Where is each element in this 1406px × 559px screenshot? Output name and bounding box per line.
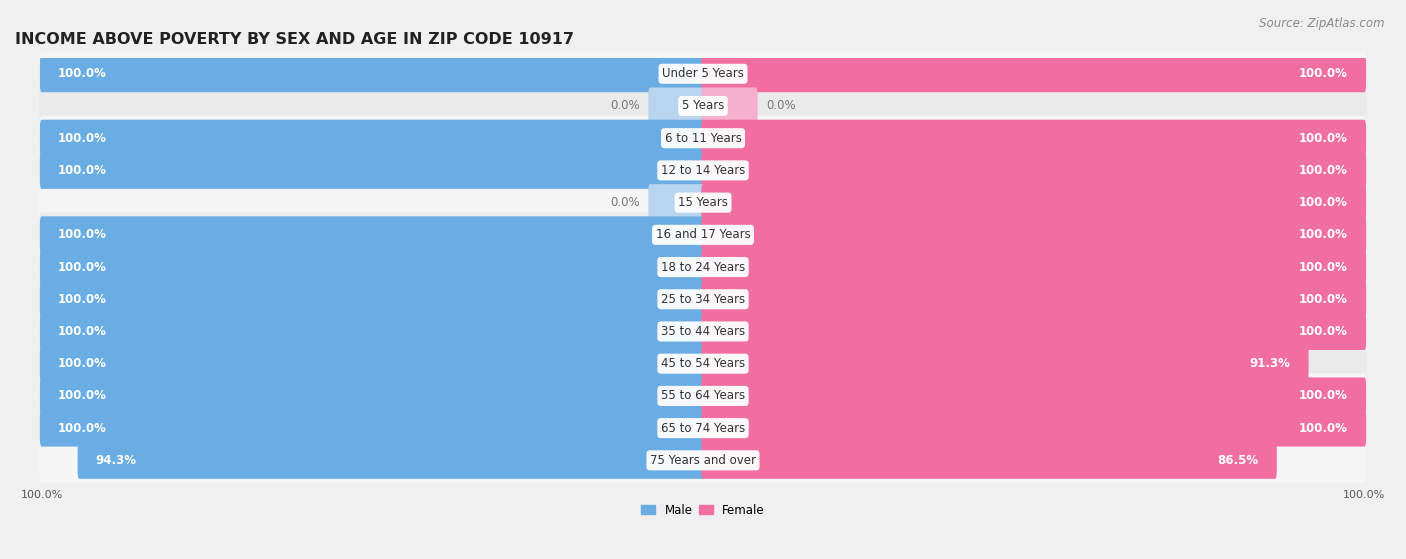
FancyBboxPatch shape xyxy=(39,180,1367,225)
FancyBboxPatch shape xyxy=(39,152,704,189)
Text: 100.0%: 100.0% xyxy=(1299,293,1348,306)
FancyBboxPatch shape xyxy=(39,377,704,414)
Text: 100.0%: 100.0% xyxy=(58,228,107,241)
FancyBboxPatch shape xyxy=(39,249,704,286)
Text: 15 Years: 15 Years xyxy=(678,196,728,209)
Text: 16 and 17 Years: 16 and 17 Years xyxy=(655,228,751,241)
FancyBboxPatch shape xyxy=(39,148,1367,193)
FancyBboxPatch shape xyxy=(39,438,1367,483)
Text: 100.0%: 100.0% xyxy=(1299,260,1348,273)
FancyBboxPatch shape xyxy=(39,410,704,447)
FancyBboxPatch shape xyxy=(39,373,1367,419)
FancyBboxPatch shape xyxy=(648,184,704,221)
FancyBboxPatch shape xyxy=(702,120,1367,157)
Text: 100.0%: 100.0% xyxy=(58,357,107,370)
Text: 94.3%: 94.3% xyxy=(96,454,136,467)
Text: 100.0%: 100.0% xyxy=(1299,196,1348,209)
Text: INCOME ABOVE POVERTY BY SEX AND AGE IN ZIP CODE 10917: INCOME ABOVE POVERTY BY SEX AND AGE IN Z… xyxy=(15,32,574,47)
FancyBboxPatch shape xyxy=(39,83,1367,129)
Text: 100.0%: 100.0% xyxy=(1299,228,1348,241)
Text: 6 to 11 Years: 6 to 11 Years xyxy=(665,132,741,145)
FancyBboxPatch shape xyxy=(39,341,1367,386)
Text: 100.0%: 100.0% xyxy=(58,260,107,273)
Text: 100.0%: 100.0% xyxy=(58,164,107,177)
FancyBboxPatch shape xyxy=(702,313,1367,350)
Text: 100.0%: 100.0% xyxy=(58,390,107,402)
Text: 100.0%: 100.0% xyxy=(58,293,107,306)
FancyBboxPatch shape xyxy=(39,116,1367,161)
FancyBboxPatch shape xyxy=(648,88,704,125)
Text: 18 to 24 Years: 18 to 24 Years xyxy=(661,260,745,273)
Text: 55 to 64 Years: 55 to 64 Years xyxy=(661,390,745,402)
Text: Source: ZipAtlas.com: Source: ZipAtlas.com xyxy=(1260,17,1385,30)
FancyBboxPatch shape xyxy=(39,216,704,253)
FancyBboxPatch shape xyxy=(39,55,704,92)
FancyBboxPatch shape xyxy=(702,249,1367,286)
FancyBboxPatch shape xyxy=(702,88,758,125)
Text: 100.0%: 100.0% xyxy=(58,67,107,80)
Text: 65 to 74 Years: 65 to 74 Years xyxy=(661,421,745,435)
FancyBboxPatch shape xyxy=(39,244,1367,290)
FancyBboxPatch shape xyxy=(702,152,1367,189)
FancyBboxPatch shape xyxy=(702,377,1367,414)
FancyBboxPatch shape xyxy=(702,345,1309,382)
FancyBboxPatch shape xyxy=(39,313,704,350)
Legend: Male, Female: Male, Female xyxy=(637,499,769,522)
Text: 100.0%: 100.0% xyxy=(1299,325,1348,338)
Text: 91.3%: 91.3% xyxy=(1250,357,1291,370)
FancyBboxPatch shape xyxy=(702,410,1367,447)
FancyBboxPatch shape xyxy=(702,216,1367,253)
Text: 100.0%: 100.0% xyxy=(1299,390,1348,402)
Text: 12 to 14 Years: 12 to 14 Years xyxy=(661,164,745,177)
FancyBboxPatch shape xyxy=(39,406,1367,451)
Text: 100.0%: 100.0% xyxy=(58,421,107,435)
Text: 100.0%: 100.0% xyxy=(1299,164,1348,177)
Text: 100.0%: 100.0% xyxy=(1299,421,1348,435)
Text: 0.0%: 0.0% xyxy=(610,196,640,209)
FancyBboxPatch shape xyxy=(39,309,1367,354)
FancyBboxPatch shape xyxy=(39,277,1367,322)
Text: 5 Years: 5 Years xyxy=(682,100,724,112)
Text: 0.0%: 0.0% xyxy=(766,100,796,112)
FancyBboxPatch shape xyxy=(39,345,704,382)
Text: 100.0%: 100.0% xyxy=(58,132,107,145)
Text: 45 to 54 Years: 45 to 54 Years xyxy=(661,357,745,370)
FancyBboxPatch shape xyxy=(39,281,704,318)
FancyBboxPatch shape xyxy=(702,281,1367,318)
FancyBboxPatch shape xyxy=(702,184,1367,221)
Text: 0.0%: 0.0% xyxy=(610,100,640,112)
Text: 75 Years and over: 75 Years and over xyxy=(650,454,756,467)
Text: 100.0%: 100.0% xyxy=(58,325,107,338)
Text: 86.5%: 86.5% xyxy=(1218,454,1258,467)
Text: Under 5 Years: Under 5 Years xyxy=(662,67,744,80)
Text: 100.0%: 100.0% xyxy=(1299,67,1348,80)
FancyBboxPatch shape xyxy=(39,120,704,157)
FancyBboxPatch shape xyxy=(702,442,1277,479)
Text: 35 to 44 Years: 35 to 44 Years xyxy=(661,325,745,338)
FancyBboxPatch shape xyxy=(702,55,1367,92)
Text: 100.0%: 100.0% xyxy=(1299,132,1348,145)
Text: 25 to 34 Years: 25 to 34 Years xyxy=(661,293,745,306)
FancyBboxPatch shape xyxy=(39,212,1367,257)
FancyBboxPatch shape xyxy=(77,442,704,479)
FancyBboxPatch shape xyxy=(39,51,1367,96)
